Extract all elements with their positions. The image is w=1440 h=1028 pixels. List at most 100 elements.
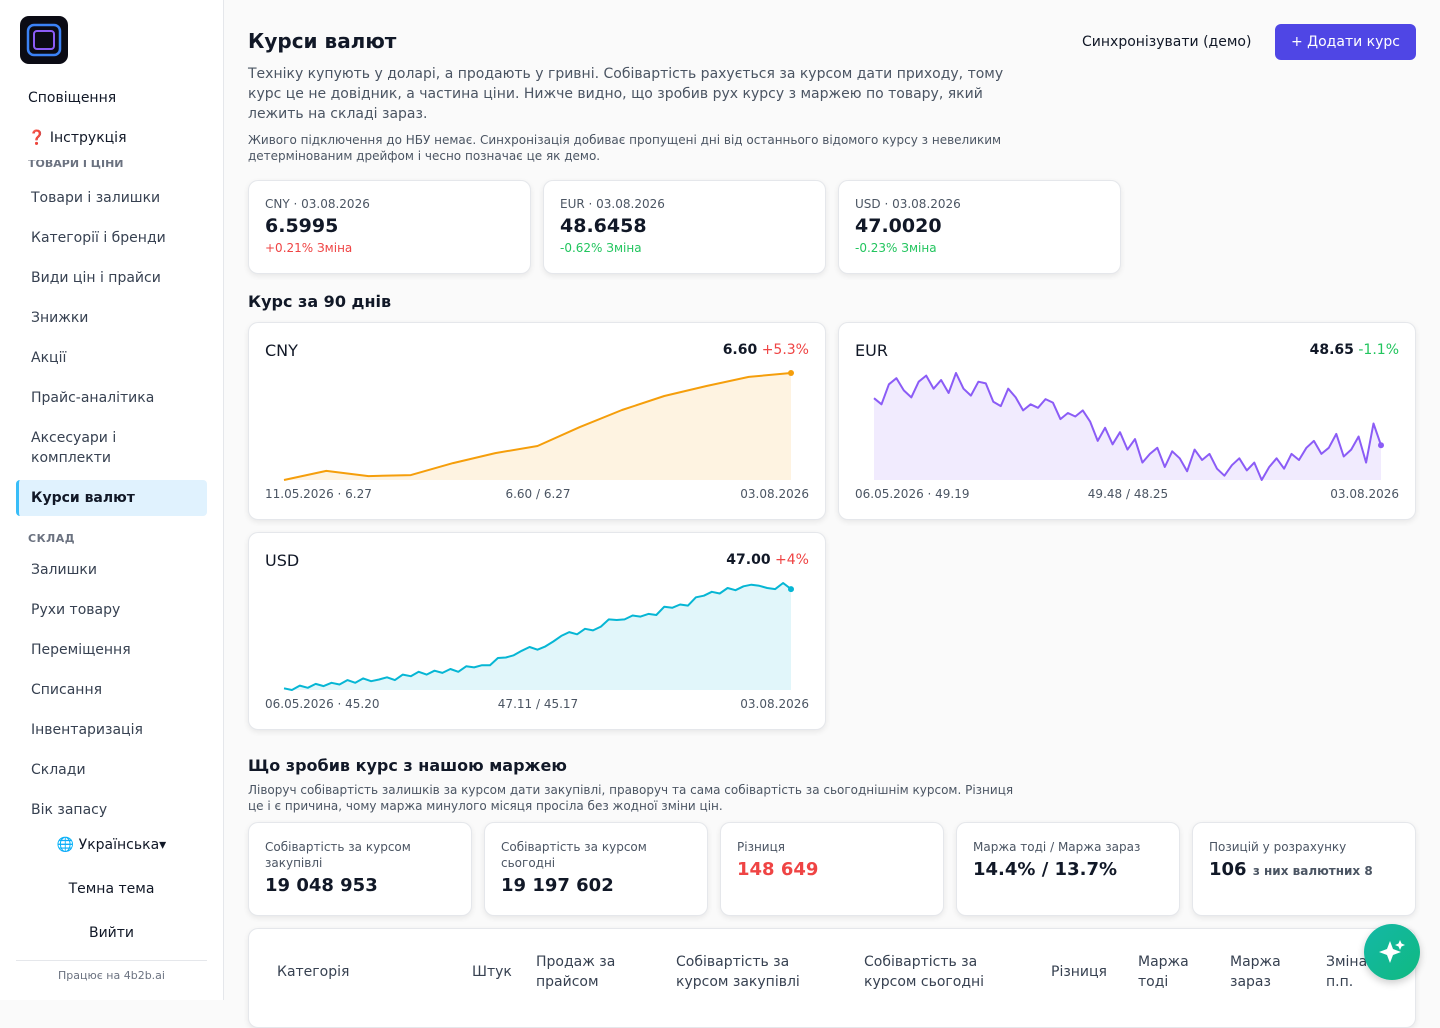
- logout[interactable]: Вийти: [88, 925, 135, 941]
- nav-item[interactable]: Акції: [31, 350, 67, 366]
- chart-headline: 6.60 +5.3%: [723, 342, 809, 358]
- last-point: [788, 586, 794, 593]
- metric-card: Собівартість за курсом сьогодні 19 197 6…: [484, 822, 708, 916]
- chart-range: 49.48 / 48.25: [1087, 487, 1169, 501]
- chart-end: 03.08.2026: [1330, 487, 1399, 501]
- section-title: Що зробив курс з нашою маржею: [248, 756, 567, 775]
- column-header[interactable]: Зміна п.п.: [1326, 954, 1368, 990]
- chart-latest: 6.60: [722, 342, 758, 358]
- chart-title: EUR: [855, 341, 888, 360]
- footer: Працює на 4b2b.ai: [58, 969, 165, 982]
- chart-card: EUR 48.65 -1.1% 06.05.2026 · 49.19 49.48…: [838, 322, 1416, 520]
- metric-value: 148 649: [737, 859, 819, 880]
- nav-item[interactable]: Аксесуари і комплекти: [31, 430, 117, 466]
- nav-item[interactable]: Залишки: [31, 562, 97, 578]
- nav-item[interactable]: Знижки: [31, 310, 89, 326]
- section-title: Курс за 90 днів: [248, 292, 392, 311]
- logo[interactable]: [20, 16, 68, 64]
- column-header[interactable]: Різниця: [1051, 964, 1107, 980]
- column-header[interactable]: Категорія: [277, 964, 350, 980]
- chart-headline: 47.00 +4%: [726, 552, 809, 568]
- chart-card: USD 47.00 +4% 06.05.2026 · 45.20 47.11 /…: [248, 532, 826, 730]
- column-header[interactable]: Собівартість за курсом сьогодні: [864, 954, 985, 990]
- metric-sub: з них валютних 8: [1252, 864, 1373, 878]
- metric-label: Собівартість за курсом закупівлі: [265, 840, 411, 870]
- language-select[interactable]: 🌐 Українська▾: [56, 837, 167, 853]
- column-header[interactable]: Маржа тоді: [1138, 954, 1189, 990]
- nav-item[interactable]: Сповіщення: [28, 90, 117, 106]
- metric-label: Собівартість за курсом сьогодні: [501, 840, 647, 870]
- description: Ліворуч собівартість залишків за курсом …: [248, 783, 1014, 813]
- chart-range: 6.60 / 6.27: [505, 487, 571, 501]
- sidebar: Сповіщення ❓ Інструкція ТОВАРИ І ЦІНИ То…: [0, 0, 224, 1000]
- nav-item[interactable]: ❓ Інструкція: [28, 130, 127, 146]
- sparkline: [283, 582, 794, 691]
- nav-item[interactable]: Товари і залишки: [31, 190, 161, 206]
- nav-item[interactable]: Прайс-аналітика: [31, 390, 155, 406]
- theme-toggle[interactable]: Темна тема: [68, 881, 155, 897]
- page-title: Курси валют: [248, 29, 397, 53]
- nav-item[interactable]: Види цін і прайси: [31, 270, 161, 286]
- last-point: [788, 370, 794, 376]
- column-header[interactable]: Маржа зараз: [1230, 954, 1281, 990]
- nav-item[interactable]: Вік запасу: [31, 802, 108, 818]
- chart-change: -1.1%: [1358, 342, 1399, 358]
- sparkline-area: [284, 583, 791, 690]
- chart-start: 11.05.2026 · 6.27: [265, 487, 372, 501]
- nav-item[interactable]: Рухи товару: [31, 602, 121, 618]
- note: Живого підключення до НБУ немає. Синхрон…: [248, 133, 1002, 163]
- nav-item-active[interactable]: Курси валют: [16, 480, 207, 516]
- metric-value: 19 197 602: [501, 875, 614, 896]
- rate-change: -0.23% Зміна: [855, 241, 937, 255]
- rate-change: +0.21% Зміна: [265, 241, 353, 255]
- rate-card: EUR · 03.08.2026 48.6458 -0.62% Зміна: [543, 180, 826, 274]
- divider: [16, 960, 207, 961]
- assistant-button[interactable]: [1364, 924, 1420, 980]
- rate-label: USD · 03.08.2026: [855, 197, 961, 211]
- chart-start: 06.05.2026 · 49.19: [855, 487, 970, 501]
- chart-latest: 48.65: [1309, 342, 1354, 358]
- metric-card: Позицій у розрахунку 106 з них валютних …: [1192, 822, 1416, 916]
- sparkline: [283, 370, 794, 481]
- column-header[interactable]: Продаж за прайсом: [536, 954, 616, 990]
- add-button[interactable]: + Додати курс: [1275, 24, 1416, 60]
- column-header[interactable]: Собівартість за курсом закупівлі: [676, 954, 800, 990]
- sparkline-area: [284, 373, 791, 480]
- sparkline-area: [874, 373, 1381, 480]
- nav-item[interactable]: Категорії і бренди: [31, 230, 166, 246]
- metric-label: Маржа тоді / Маржа зараз: [973, 840, 1141, 854]
- section-label: ТОВАРИ І ЦІНИ: [28, 160, 124, 170]
- rate-change: -0.62% Зміна: [560, 241, 642, 255]
- rate-card: USD · 03.08.2026 47.0020 -0.23% Зміна: [838, 180, 1121, 274]
- rate-value: 48.6458: [560, 215, 647, 237]
- chart-change: +4%: [775, 552, 809, 568]
- rate-card: CNY · 03.08.2026 6.5995 +0.21% Зміна: [248, 180, 531, 274]
- nav-item[interactable]: Переміщення: [31, 642, 131, 658]
- sparkle-icon: [1379, 940, 1405, 963]
- section-label: СКЛАД: [28, 532, 76, 545]
- nav-item[interactable]: Інвентаризація: [31, 722, 143, 738]
- chart-end: 03.08.2026: [740, 487, 809, 501]
- sparkline-line: [873, 372, 1382, 481]
- chart-range: 47.11 / 45.17: [497, 697, 579, 711]
- sync-button[interactable]: Синхронізувати (демо): [1082, 34, 1252, 50]
- rate-value: 47.0020: [855, 215, 942, 237]
- chart-card: CNY 6.60 +5.3% 11.05.2026 · 6.27 6.60 / …: [248, 322, 826, 520]
- chart-end: 03.08.2026: [740, 697, 809, 711]
- metric-value: 14.4% / 13.7%: [973, 859, 1117, 880]
- chart-change: +5.3%: [761, 342, 809, 358]
- metric-label: Різниця: [737, 840, 785, 854]
- metric-label: Позицій у розрахунку: [1209, 840, 1347, 854]
- rate-value: 6.5995: [265, 215, 339, 237]
- chart-headline: 48.65 -1.1%: [1310, 342, 1399, 358]
- chart-latest: 47.00: [726, 552, 771, 568]
- column-header[interactable]: Штук: [472, 964, 512, 980]
- nav-item[interactable]: Склади: [31, 762, 86, 778]
- chart-title: USD: [265, 551, 300, 570]
- sparkline: [873, 372, 1384, 481]
- description: Техніку купують у доларі, а продають у г…: [248, 66, 1004, 122]
- metric-card: Маржа тоді / Маржа зараз 14.4% / 13.7%: [956, 822, 1180, 916]
- logo-icon: [26, 23, 62, 57]
- nav-item[interactable]: Списання: [31, 682, 103, 698]
- metric-value: 19 048 953: [265, 875, 378, 896]
